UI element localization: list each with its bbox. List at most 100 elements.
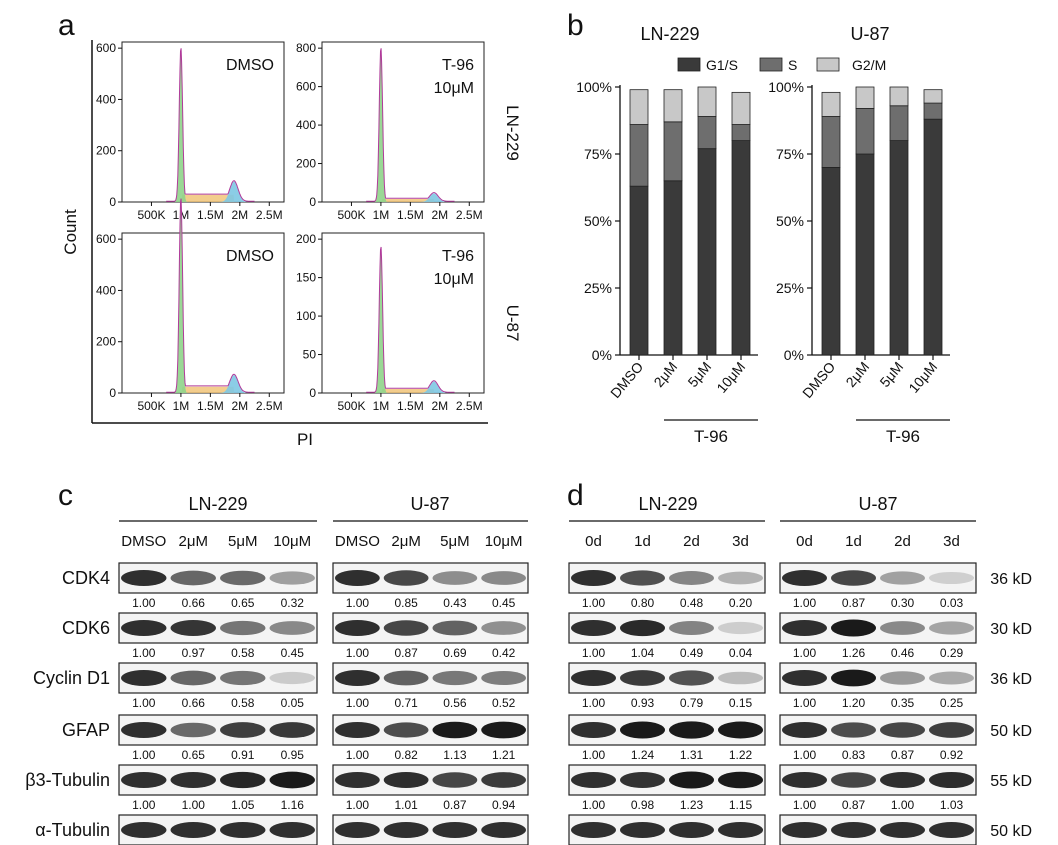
blot-lane-label: 2μM xyxy=(179,533,208,550)
blot-band xyxy=(830,619,877,637)
blot-panel-title: U-87 xyxy=(410,494,449,514)
blot-band xyxy=(781,822,828,838)
blot-row-label: β3-Tubulin xyxy=(25,770,110,790)
bar-segment-g1s xyxy=(855,153,875,356)
x-tick-label: 1M xyxy=(373,208,390,222)
x-tick-label: 1M xyxy=(373,399,390,413)
blot-band xyxy=(717,822,764,838)
blot-lane-label: 5μM xyxy=(228,533,257,550)
blot-lane-label: 3d xyxy=(943,533,960,550)
blot-band xyxy=(383,570,429,586)
y-tick-label: 400 xyxy=(296,118,316,132)
bar-segment-s xyxy=(697,116,717,150)
blot-band xyxy=(269,671,316,685)
blot-band xyxy=(619,772,666,788)
legend-label-s: S xyxy=(788,57,797,73)
blot-band xyxy=(781,620,828,636)
blot-quant-value: 0.30 xyxy=(891,596,915,610)
blot-band xyxy=(717,671,764,685)
y-tick-label: 0 xyxy=(109,386,116,400)
blot-quant-value: 0.45 xyxy=(492,596,516,610)
blot-quant-value: 0.15 xyxy=(729,696,753,710)
blot-band xyxy=(432,822,478,838)
blot-band xyxy=(879,772,926,788)
blot-quant-value: 0.92 xyxy=(940,748,964,762)
blot-band xyxy=(219,670,266,686)
blot-band xyxy=(219,771,266,789)
blot-band xyxy=(481,772,527,788)
blot-quant-value: 0.65 xyxy=(231,596,255,610)
blot-quant-value: 0.32 xyxy=(281,596,305,610)
bar-segment-s xyxy=(889,105,909,142)
blot-quant-value: 1.01 xyxy=(394,798,418,812)
bar-group-label: T-96 xyxy=(886,427,920,446)
bar-y-tick-label: 100% xyxy=(768,79,804,95)
histogram-condition-label: 10μM xyxy=(434,271,474,288)
y-tick-label: 200 xyxy=(296,232,316,246)
blot-band xyxy=(717,621,764,635)
blot-quant-value: 0.65 xyxy=(182,748,206,762)
x-tick-label: 2.5M xyxy=(456,399,483,413)
blot-lane-label: 5μM xyxy=(440,533,469,550)
blot-row-label: α-Tubulin xyxy=(35,820,110,840)
x-tick-label: 1.5M xyxy=(197,208,224,222)
blot-lane-label: 3d xyxy=(732,533,749,550)
blot-band xyxy=(781,772,828,788)
bar-category-label: DMSO xyxy=(607,359,646,402)
blot-band xyxy=(619,670,666,686)
blot-band xyxy=(432,772,478,788)
panel-label-c: c xyxy=(58,479,73,512)
histogram-frame xyxy=(321,232,485,394)
blot-quant-value: 0.87 xyxy=(891,748,915,762)
blot-band xyxy=(481,721,527,739)
bar-segment-s xyxy=(731,124,751,141)
histogram-frame xyxy=(121,232,285,394)
blot-band xyxy=(879,621,926,635)
panel-label-d: d xyxy=(567,479,584,512)
blot-band xyxy=(383,771,429,789)
blot-quant-value: 0.85 xyxy=(394,596,418,610)
blot-band xyxy=(481,670,527,686)
blot-quant-value: 1.00 xyxy=(132,696,156,710)
blot-band xyxy=(781,722,828,738)
blot-quant-value: 0.95 xyxy=(281,748,305,762)
blot-quant-value: 1.00 xyxy=(346,646,370,660)
blot-quant-value: 1.00 xyxy=(793,748,817,762)
blot-band xyxy=(570,570,617,586)
blot-band xyxy=(170,620,217,636)
bar-segment-s xyxy=(821,116,841,168)
bar-segment-s xyxy=(629,124,649,187)
blot-band xyxy=(120,722,167,738)
blot-quant-value: 1.00 xyxy=(582,596,606,610)
y-tick-label: 200 xyxy=(96,144,116,158)
x-tick-label: 2.5M xyxy=(256,208,283,222)
blot-band xyxy=(120,772,167,788)
bar-category-label: 5μM xyxy=(684,359,714,390)
blot-quant-value: 1.16 xyxy=(281,798,305,812)
blot-quant-value: 1.00 xyxy=(346,798,370,812)
blot-band xyxy=(879,571,926,585)
blot-quant-value: 1.00 xyxy=(793,696,817,710)
blot-quant-value: 1.00 xyxy=(132,646,156,660)
blot-band xyxy=(879,671,926,685)
blot-band xyxy=(570,772,617,788)
blot-band xyxy=(334,822,380,838)
blot-quant-value: 0.97 xyxy=(182,646,206,660)
blot-row-label: CDK4 xyxy=(62,568,110,588)
y-tick-label: 600 xyxy=(96,232,116,246)
blot-quant-value: 0.56 xyxy=(443,696,467,710)
blot-lane-label: DMSO xyxy=(121,533,166,550)
blot-band xyxy=(668,721,715,739)
blot-mw-label: 30 kD xyxy=(990,621,1032,638)
blot-quant-value: 1.00 xyxy=(793,646,817,660)
blot-band xyxy=(619,570,666,586)
histogram-trace xyxy=(166,198,255,393)
blot-quant-value: 1.00 xyxy=(132,798,156,812)
blot-band xyxy=(570,670,617,686)
bar-segment-s xyxy=(855,108,875,155)
blot-quant-value: 1.00 xyxy=(891,798,915,812)
blot-panel-title: LN-229 xyxy=(638,494,697,514)
blot-band xyxy=(219,570,266,586)
blot-mw-label: 50 kD xyxy=(990,823,1032,840)
